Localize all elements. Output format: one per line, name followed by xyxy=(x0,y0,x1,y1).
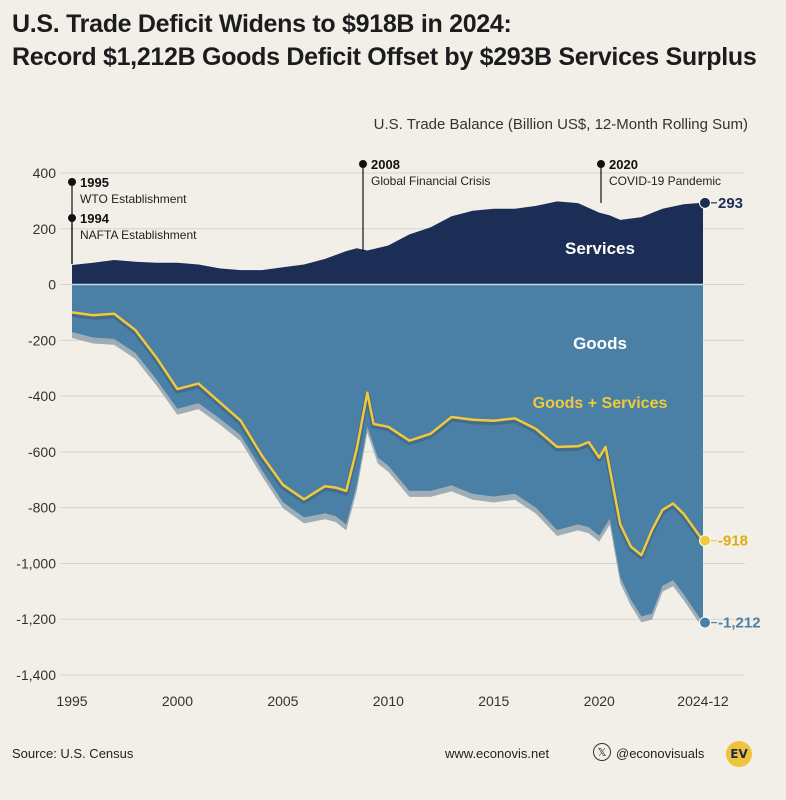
goods-plus-services-label: Goods + Services xyxy=(533,395,668,412)
services-area xyxy=(72,201,703,285)
chart-title: U.S. Trade Deficit Widens to $918B in 20… xyxy=(12,8,782,74)
trade-balance-chart: 4002000-200-400-600-800-1,000-1,200-1,40… xyxy=(16,157,761,709)
annotation-text: COVID-19 Pandemic xyxy=(609,174,721,188)
annotation-year: 1995 xyxy=(80,175,109,190)
services-label: Services xyxy=(565,239,635,258)
goods-end-label: -1,212 xyxy=(718,615,761,632)
y-tick-label: -200 xyxy=(28,332,56,348)
annotation-dot xyxy=(68,214,76,222)
x-tick-label: 2020 xyxy=(584,693,615,709)
y-tick-label: -600 xyxy=(28,444,56,460)
x-tick-label: 2005 xyxy=(267,693,298,709)
goods-plus-services-line xyxy=(71,311,705,557)
y-tick-label: -1,400 xyxy=(16,667,56,683)
annotation-text: Global Financial Crisis xyxy=(371,174,490,188)
x-tick-label: 1995 xyxy=(56,693,87,709)
services-end-marker xyxy=(699,196,711,209)
y-tick-label: 400 xyxy=(33,165,57,181)
social-handle[interactable]: @econovisuals xyxy=(616,746,705,761)
annotation-dot xyxy=(68,178,76,186)
x-tick-label: 2010 xyxy=(373,693,404,709)
y-tick-label: -400 xyxy=(28,388,56,404)
y-tick-label: 200 xyxy=(33,221,57,237)
goods-plus-services-end-label: -918 xyxy=(718,533,748,550)
goods-label: Goods xyxy=(573,334,627,353)
x-tick-label: 2000 xyxy=(162,693,193,709)
goods-end-marker xyxy=(699,616,711,629)
title-line-1: U.S. Trade Deficit Widens to $918B in 20… xyxy=(12,10,512,38)
annotation-year: 2008 xyxy=(371,157,400,172)
y-tick-label: 0 xyxy=(48,277,56,293)
x-tick-label: 2024-12 xyxy=(677,693,729,709)
x-logo-icon: 𝕏 xyxy=(593,743,611,761)
website-link[interactable]: www.econovis.net xyxy=(445,746,550,761)
annotation-year: 1994 xyxy=(80,211,110,226)
chart-subtitle: U.S. Trade Balance (Billion US$, 12-Mont… xyxy=(373,116,748,133)
goods-area xyxy=(72,284,703,623)
annotation-text: NAFTA Establishment xyxy=(80,228,197,242)
annotation-dot xyxy=(359,160,367,168)
econovis-logo: EV xyxy=(726,741,752,767)
title-line-2: Record $1,212B Goods Deficit Offset by $… xyxy=(12,43,757,71)
annotation-text: WTO Establishment xyxy=(80,192,187,206)
y-tick-label: -1,000 xyxy=(16,555,56,571)
services-end-label: 293 xyxy=(718,195,743,212)
annotation-year: 2020 xyxy=(609,157,638,172)
goods-plus-services-end-marker xyxy=(699,534,711,547)
y-tick-label: -1,200 xyxy=(16,611,56,627)
source-note: Source: U.S. Census xyxy=(12,746,134,761)
annotation-dot xyxy=(597,160,605,168)
x-tick-label: 2015 xyxy=(478,693,509,709)
y-tick-label: -800 xyxy=(28,500,56,516)
